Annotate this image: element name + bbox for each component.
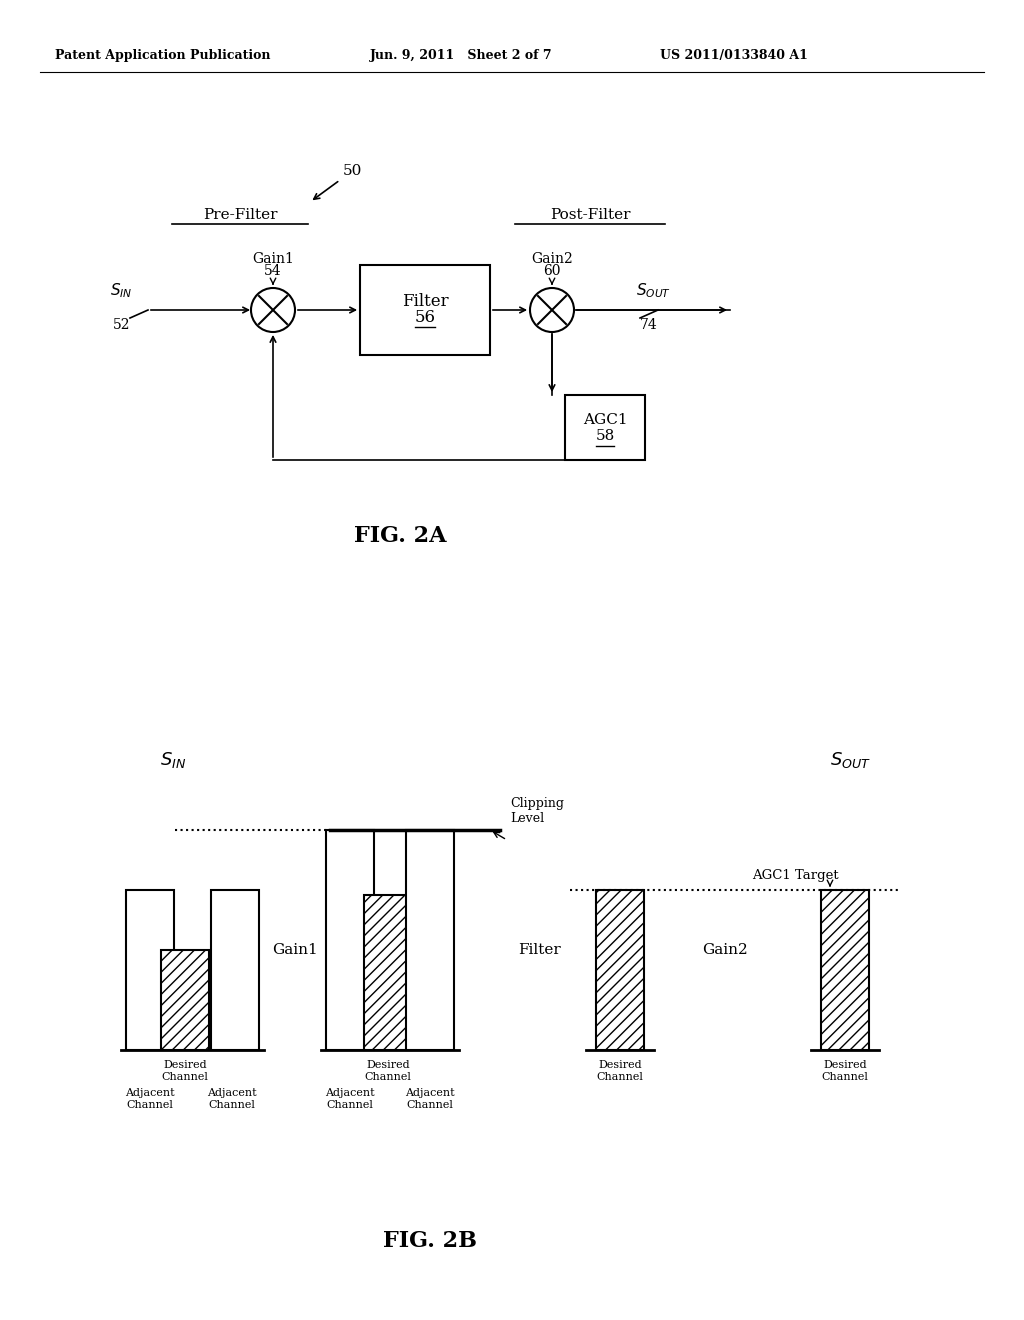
Text: Adjacent
Channel: Adjacent Channel — [207, 1088, 257, 1110]
Text: Gain1: Gain1 — [252, 252, 294, 267]
Bar — [360, 265, 490, 355]
Text: AGC1: AGC1 — [583, 412, 628, 426]
Text: Gain1: Gain1 — [272, 942, 317, 957]
Text: 60: 60 — [544, 264, 561, 279]
Text: Filter: Filter — [401, 293, 449, 310]
Bar — [596, 890, 644, 1049]
Text: Gain2: Gain2 — [531, 252, 572, 267]
Text: Desired
Channel: Desired Channel — [597, 1060, 643, 1081]
Text: Desired
Channel: Desired Channel — [162, 1060, 209, 1081]
Text: Gain2: Gain2 — [702, 942, 748, 957]
Text: Filter: Filter — [518, 942, 561, 957]
Text: Desired
Channel: Desired Channel — [365, 1060, 412, 1081]
Text: Patent Application Publication: Patent Application Publication — [55, 49, 270, 62]
Text: 74: 74 — [640, 318, 657, 333]
Text: Post-Filter: Post-Filter — [550, 209, 630, 222]
Text: $S_{OUT}$: $S_{OUT}$ — [830, 750, 871, 770]
Text: $S_{IN}$: $S_{IN}$ — [110, 281, 132, 300]
Text: Adjacent
Channel: Adjacent Channel — [326, 1088, 375, 1110]
Text: $S_{OUT}$: $S_{OUT}$ — [636, 281, 671, 300]
Bar — [364, 895, 412, 1049]
Bar — [126, 890, 174, 1049]
Bar — [406, 830, 454, 1049]
Bar — [326, 830, 374, 1049]
Bar — [161, 950, 209, 1049]
Text: FIG. 2A: FIG. 2A — [353, 525, 446, 546]
Bar — [565, 395, 645, 459]
Circle shape — [251, 288, 295, 333]
Text: Pre-Filter: Pre-Filter — [203, 209, 278, 222]
Text: 52: 52 — [113, 318, 130, 333]
Text: 50: 50 — [343, 164, 362, 178]
Bar — [211, 890, 259, 1049]
Text: $S_{IN}$: $S_{IN}$ — [160, 750, 186, 770]
Circle shape — [530, 288, 574, 333]
Text: Jun. 9, 2011   Sheet 2 of 7: Jun. 9, 2011 Sheet 2 of 7 — [370, 49, 553, 62]
Text: Adjacent
Channel: Adjacent Channel — [406, 1088, 455, 1110]
Text: Adjacent
Channel: Adjacent Channel — [125, 1088, 175, 1110]
Text: 54: 54 — [264, 264, 282, 279]
Text: 56: 56 — [415, 309, 435, 326]
Text: 58: 58 — [595, 429, 614, 442]
Text: US 2011/0133840 A1: US 2011/0133840 A1 — [660, 49, 808, 62]
Text: Clipping
Level: Clipping Level — [510, 797, 564, 825]
Text: Desired
Channel: Desired Channel — [821, 1060, 868, 1081]
Text: FIG. 2B: FIG. 2B — [383, 1230, 477, 1251]
Text: AGC1 Target: AGC1 Target — [752, 869, 839, 882]
Bar — [821, 890, 869, 1049]
